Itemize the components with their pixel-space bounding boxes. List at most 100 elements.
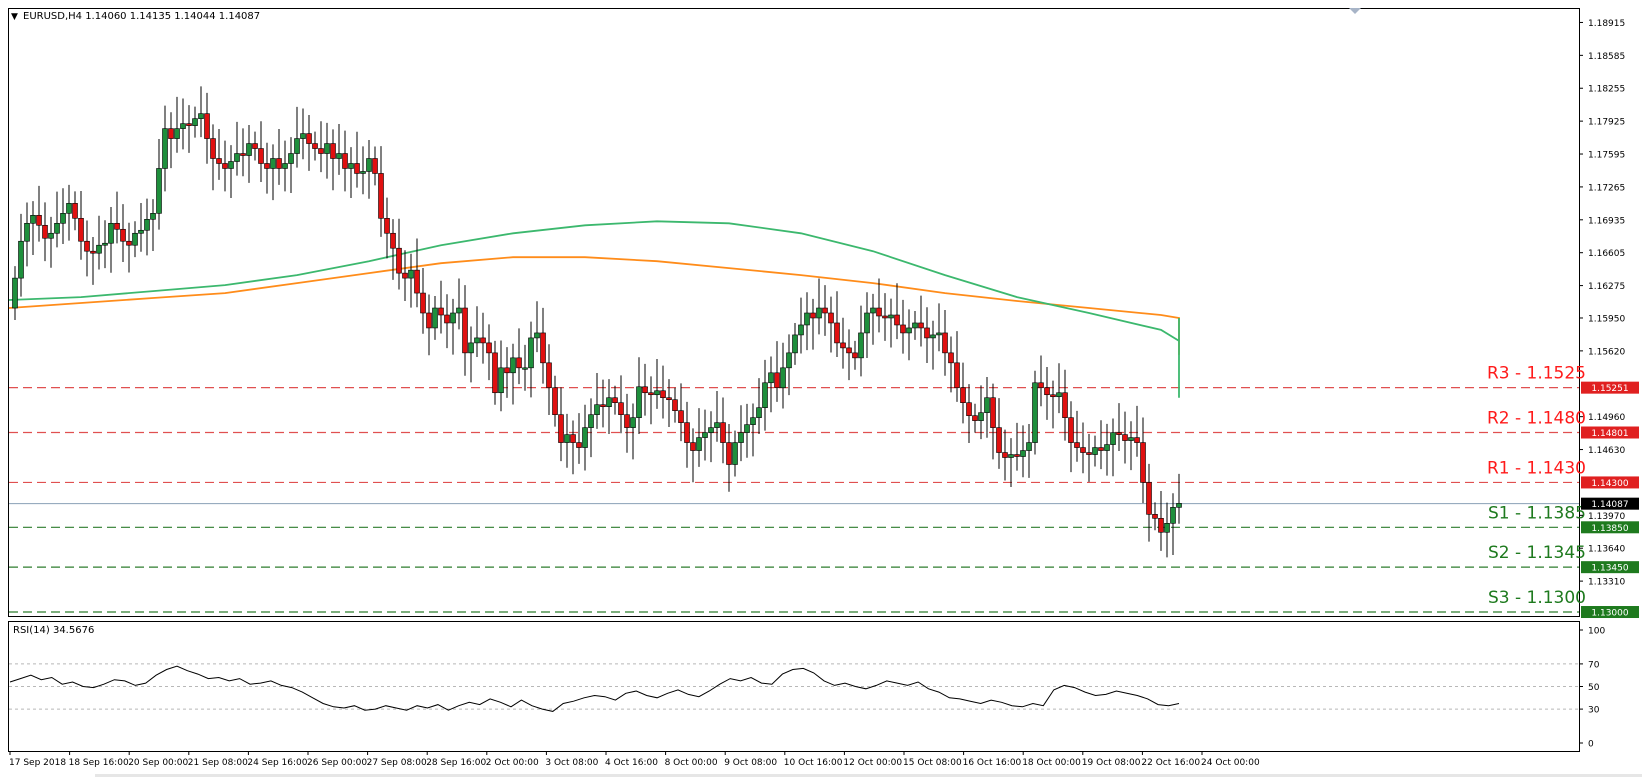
candle[interactable] [822, 285, 828, 336]
candle[interactable] [966, 384, 972, 443]
candle[interactable] [432, 296, 438, 340]
candle[interactable] [1050, 380, 1056, 429]
candle[interactable] [228, 145, 234, 198]
collapse-triangle-icon[interactable]: ▼ [11, 12, 18, 22]
candle[interactable] [786, 334, 792, 396]
candle[interactable] [996, 398, 1002, 469]
rsi-line[interactable] [9, 665, 1180, 712]
candle[interactable] [162, 105, 168, 192]
candle[interactable] [1122, 411, 1128, 464]
candle[interactable] [1002, 429, 1008, 481]
candle[interactable] [192, 106, 198, 138]
candle[interactable] [1152, 502, 1158, 531]
candle[interactable] [948, 336, 954, 393]
candle[interactable] [1140, 417, 1146, 504]
moving-average-green-line[interactable] [8, 220, 1180, 398]
candle[interactable] [828, 296, 834, 353]
candle[interactable] [684, 401, 690, 468]
candle[interactable] [690, 428, 696, 483]
candle[interactable] [1026, 424, 1032, 478]
candle[interactable] [624, 393, 630, 453]
candle[interactable] [516, 328, 522, 385]
candle[interactable] [330, 129, 336, 191]
candle[interactable] [1020, 425, 1026, 478]
candle[interactable] [216, 129, 222, 180]
candle[interactable] [546, 344, 552, 416]
candle[interactable] [942, 310, 948, 376]
candle[interactable] [846, 329, 852, 381]
candle[interactable] [984, 376, 990, 438]
candle[interactable] [564, 413, 570, 468]
candle[interactable] [168, 112, 174, 169]
candle[interactable] [780, 342, 786, 409]
candle[interactable] [858, 305, 864, 377]
candle[interactable] [1056, 363, 1062, 414]
candle[interactable] [1080, 422, 1086, 474]
candle[interactable] [60, 188, 66, 245]
candle[interactable] [234, 121, 240, 176]
candle[interactable] [114, 191, 120, 244]
candle[interactable] [390, 219, 396, 280]
candle[interactable] [888, 298, 894, 348]
candle[interactable] [666, 379, 672, 428]
candle[interactable] [906, 309, 912, 361]
candle[interactable] [288, 137, 294, 193]
candle[interactable] [762, 359, 768, 431]
candle[interactable] [726, 424, 732, 492]
candle[interactable] [126, 222, 132, 273]
candle[interactable] [210, 124, 216, 191]
candle[interactable] [798, 297, 804, 354]
candle[interactable] [498, 340, 504, 412]
candle[interactable] [462, 285, 468, 376]
candle[interactable] [816, 278, 822, 335]
candle[interactable] [72, 191, 78, 231]
candle[interactable] [840, 317, 846, 369]
candle[interactable] [1170, 493, 1176, 556]
candle[interactable] [1014, 422, 1020, 471]
candle[interactable] [990, 383, 996, 460]
candle[interactable] [594, 373, 600, 429]
candle[interactable] [930, 320, 936, 370]
candle[interactable] [576, 413, 582, 464]
candle[interactable] [1032, 370, 1038, 455]
candle[interactable] [534, 301, 540, 353]
candle[interactable] [396, 218, 402, 290]
candle[interactable] [24, 202, 30, 267]
candle[interactable] [180, 98, 186, 150]
candle[interactable] [474, 306, 480, 358]
candle[interactable] [834, 291, 840, 358]
candle[interactable] [768, 356, 774, 413]
candle[interactable] [630, 403, 636, 460]
candle[interactable] [1044, 367, 1050, 420]
candle[interactable] [918, 295, 924, 347]
candle[interactable] [18, 213, 24, 297]
candle[interactable] [600, 379, 606, 428]
candle[interactable] [378, 146, 384, 237]
candle[interactable] [642, 363, 648, 416]
candle[interactable] [240, 128, 246, 177]
candle[interactable] [318, 121, 324, 173]
candle[interactable] [1176, 473, 1182, 524]
candle[interactable] [696, 408, 702, 467]
candle[interactable] [66, 184, 72, 241]
candle[interactable] [708, 411, 714, 463]
candle[interactable] [972, 403, 978, 433]
candle[interactable] [1164, 502, 1170, 558]
candle[interactable] [78, 191, 84, 260]
candle[interactable] [336, 124, 342, 175]
candle[interactable] [672, 387, 678, 423]
candle[interactable] [936, 303, 942, 352]
candle[interactable] [864, 292, 870, 359]
candle[interactable] [552, 375, 558, 427]
candle[interactable] [348, 147, 354, 198]
candle[interactable] [612, 385, 618, 415]
candle[interactable] [912, 311, 918, 340]
candle[interactable] [750, 403, 756, 457]
candle[interactable] [360, 146, 366, 195]
candle[interactable] [96, 215, 102, 270]
candle[interactable] [282, 140, 288, 192]
candle[interactable] [108, 206, 114, 273]
candle[interactable] [1068, 401, 1074, 473]
candle[interactable] [186, 105, 192, 153]
candle[interactable] [246, 125, 252, 183]
